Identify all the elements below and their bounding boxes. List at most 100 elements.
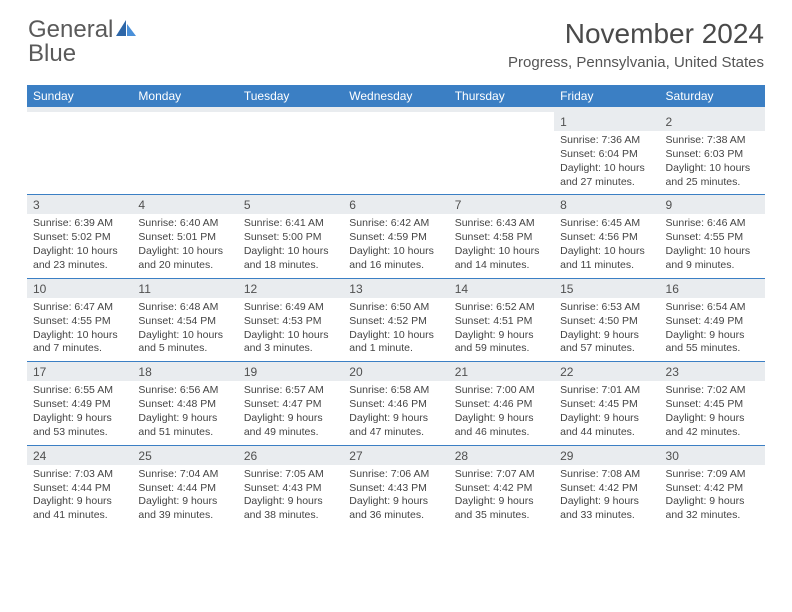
day-body: Sunrise: 6:56 AMSunset: 4:48 PMDaylight:… — [132, 381, 237, 444]
day-body: Sunrise: 6:53 AMSunset: 4:50 PMDaylight:… — [554, 298, 659, 361]
day-sunrise: Sunrise: 7:00 AM — [455, 384, 548, 398]
day-number: 12 — [238, 279, 343, 298]
day-daylight2: and 3 minutes. — [244, 342, 337, 356]
day-daylight1: Daylight: 10 hours — [560, 245, 653, 259]
day-daylight1: Daylight: 10 hours — [666, 245, 759, 259]
day-sunset: Sunset: 4:42 PM — [455, 482, 548, 496]
day-body: Sunrise: 6:46 AMSunset: 4:55 PMDaylight:… — [660, 214, 765, 277]
day-sunrise: Sunrise: 6:43 AM — [455, 217, 548, 231]
day-daylight2: and 1 minute. — [349, 342, 442, 356]
day-daylight1: Daylight: 10 hours — [666, 162, 759, 176]
day-sunset: Sunset: 4:48 PM — [138, 398, 231, 412]
day-sunrise: Sunrise: 7:05 AM — [244, 468, 337, 482]
day-body: Sunrise: 7:38 AMSunset: 6:03 PMDaylight:… — [660, 131, 765, 194]
weekday-header: Wednesday — [343, 85, 448, 110]
day-sunset: Sunset: 4:56 PM — [560, 231, 653, 245]
day-daylight2: and 18 minutes. — [244, 259, 337, 273]
calendar-cell: .. — [449, 110, 554, 195]
day-daylight1: Daylight: 10 hours — [138, 329, 231, 343]
day-daylight2: and 49 minutes. — [244, 426, 337, 440]
day-daylight2: and 53 minutes. — [33, 426, 126, 440]
calendar-row: 17Sunrise: 6:55 AMSunset: 4:49 PMDayligh… — [27, 362, 765, 445]
day-sunrise: Sunrise: 7:04 AM — [138, 468, 231, 482]
day-daylight1: Daylight: 9 hours — [666, 495, 759, 509]
calendar-cell: 8Sunrise: 6:45 AMSunset: 4:56 PMDaylight… — [554, 195, 659, 278]
day-daylight2: and 39 minutes. — [138, 509, 231, 523]
day-sunset: Sunset: 5:02 PM — [33, 231, 126, 245]
day-number: 5 — [238, 195, 343, 214]
weekday-header: Sunday — [27, 85, 132, 110]
day-sunset: Sunset: 4:45 PM — [666, 398, 759, 412]
day-daylight1: Daylight: 9 hours — [455, 329, 548, 343]
day-daylight2: and 7 minutes. — [33, 342, 126, 356]
day-daylight2: and 51 minutes. — [138, 426, 231, 440]
calendar-cell: .. — [238, 110, 343, 195]
calendar-cell: 22Sunrise: 7:01 AMSunset: 4:45 PMDayligh… — [554, 362, 659, 445]
day-sunset: Sunset: 4:47 PM — [244, 398, 337, 412]
day-sunrise: Sunrise: 6:56 AM — [138, 384, 231, 398]
calendar-cell: 12Sunrise: 6:49 AMSunset: 4:53 PMDayligh… — [238, 278, 343, 361]
day-daylight2: and 20 minutes. — [138, 259, 231, 273]
day-body: Sunrise: 6:54 AMSunset: 4:49 PMDaylight:… — [660, 298, 765, 361]
day-sunset: Sunset: 4:45 PM — [560, 398, 653, 412]
day-sunrise: Sunrise: 6:49 AM — [244, 301, 337, 315]
calendar-body: ..........1Sunrise: 7:36 AMSunset: 6:04 … — [27, 110, 765, 529]
day-sunset: Sunset: 4:54 PM — [138, 315, 231, 329]
day-number: 13 — [343, 279, 448, 298]
day-number: 24 — [27, 446, 132, 465]
day-sunset: Sunset: 6:04 PM — [560, 148, 653, 162]
day-number: 18 — [132, 362, 237, 381]
calendar-cell: 14Sunrise: 6:52 AMSunset: 4:51 PMDayligh… — [449, 278, 554, 361]
day-daylight2: and 11 minutes. — [560, 259, 653, 273]
day-number: 7 — [449, 195, 554, 214]
day-number: 3 — [27, 195, 132, 214]
calendar-cell: .. — [343, 110, 448, 195]
day-sunrise: Sunrise: 6:48 AM — [138, 301, 231, 315]
day-daylight1: Daylight: 9 hours — [33, 412, 126, 426]
calendar: SundayMondayTuesdayWednesdayThursdayFrid… — [27, 85, 765, 528]
day-sunrise: Sunrise: 7:01 AM — [560, 384, 653, 398]
logo: General Blue — [28, 18, 137, 66]
calendar-cell: 11Sunrise: 6:48 AMSunset: 4:54 PMDayligh… — [132, 278, 237, 361]
day-body: Sunrise: 6:40 AMSunset: 5:01 PMDaylight:… — [132, 214, 237, 277]
day-sunset: Sunset: 4:44 PM — [33, 482, 126, 496]
day-daylight1: Daylight: 9 hours — [560, 495, 653, 509]
day-body: Sunrise: 7:36 AMSunset: 6:04 PMDaylight:… — [554, 131, 659, 194]
day-sunset: Sunset: 4:42 PM — [666, 482, 759, 496]
calendar-cell: 21Sunrise: 7:00 AMSunset: 4:46 PMDayligh… — [449, 362, 554, 445]
day-sunrise: Sunrise: 6:47 AM — [33, 301, 126, 315]
calendar-cell: 24Sunrise: 7:03 AMSunset: 4:44 PMDayligh… — [27, 445, 132, 528]
calendar-cell: 1Sunrise: 7:36 AMSunset: 6:04 PMDaylight… — [554, 110, 659, 195]
day-number: 2 — [660, 112, 765, 131]
day-number: 14 — [449, 279, 554, 298]
day-sunset: Sunset: 4:43 PM — [349, 482, 442, 496]
day-number: 26 — [238, 446, 343, 465]
calendar-row: 3Sunrise: 6:39 AMSunset: 5:02 PMDaylight… — [27, 195, 765, 278]
day-sunrise: Sunrise: 6:50 AM — [349, 301, 442, 315]
day-number: 17 — [27, 362, 132, 381]
day-daylight1: Daylight: 10 hours — [560, 162, 653, 176]
day-daylight2: and 9 minutes. — [666, 259, 759, 273]
day-sunrise: Sunrise: 6:53 AM — [560, 301, 653, 315]
day-daylight2: and 36 minutes. — [349, 509, 442, 523]
calendar-row: ..........1Sunrise: 7:36 AMSunset: 6:04 … — [27, 110, 765, 195]
day-number: 11 — [132, 279, 237, 298]
calendar-cell: 29Sunrise: 7:08 AMSunset: 4:42 PMDayligh… — [554, 445, 659, 528]
calendar-cell: 10Sunrise: 6:47 AMSunset: 4:55 PMDayligh… — [27, 278, 132, 361]
calendar-cell: 18Sunrise: 6:56 AMSunset: 4:48 PMDayligh… — [132, 362, 237, 445]
day-sunrise: Sunrise: 7:36 AM — [560, 134, 653, 148]
day-sunrise: Sunrise: 7:02 AM — [666, 384, 759, 398]
day-daylight1: Daylight: 9 hours — [349, 412, 442, 426]
day-daylight1: Daylight: 9 hours — [666, 329, 759, 343]
day-number: 9 — [660, 195, 765, 214]
day-body: Sunrise: 6:42 AMSunset: 4:59 PMDaylight:… — [343, 214, 448, 277]
day-sunset: Sunset: 4:49 PM — [666, 315, 759, 329]
day-daylight1: Daylight: 9 hours — [138, 412, 231, 426]
day-daylight2: and 55 minutes. — [666, 342, 759, 356]
day-number: 30 — [660, 446, 765, 465]
day-daylight1: Daylight: 10 hours — [244, 245, 337, 259]
day-daylight2: and 46 minutes. — [455, 426, 548, 440]
calendar-cell: 19Sunrise: 6:57 AMSunset: 4:47 PMDayligh… — [238, 362, 343, 445]
day-daylight1: Daylight: 10 hours — [244, 329, 337, 343]
day-body: Sunrise: 6:48 AMSunset: 4:54 PMDaylight:… — [132, 298, 237, 361]
